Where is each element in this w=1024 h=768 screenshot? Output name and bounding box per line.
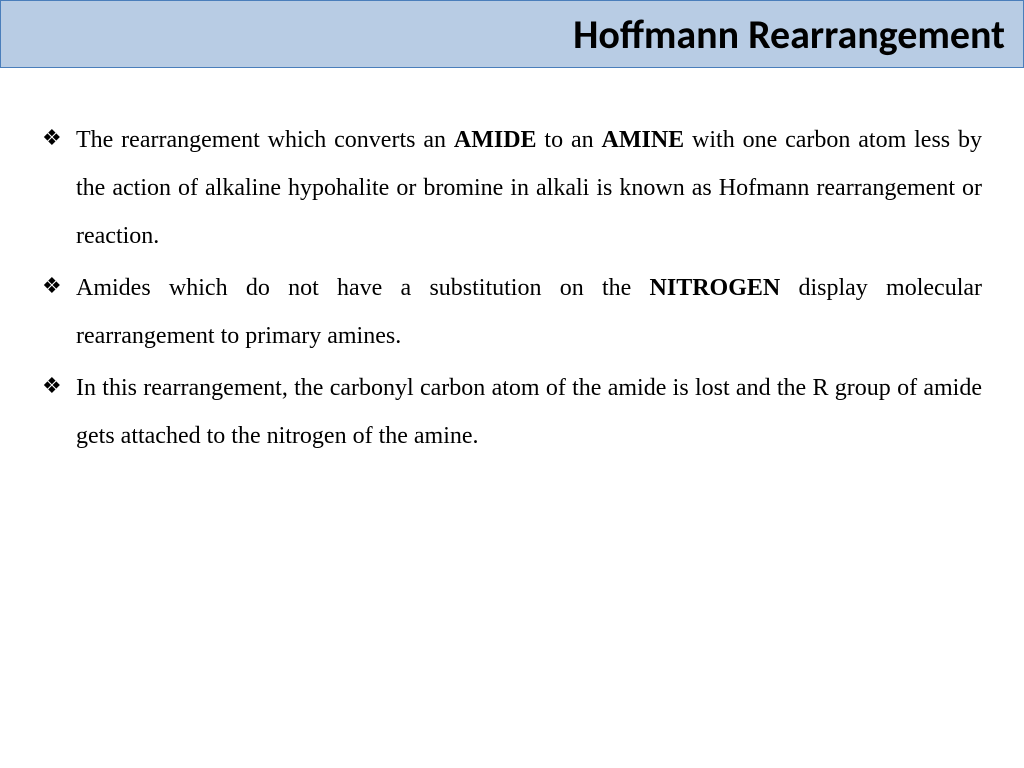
slide-content: The rearrangement which converts an AMID… xyxy=(0,68,1024,460)
slide-title: Hoffmann Rearrangement xyxy=(573,10,1005,59)
bullet-list: The rearrangement which converts an AMID… xyxy=(42,116,982,460)
bullet-item: In this rearrangement, the carbonyl carb… xyxy=(42,364,982,460)
bullet-item: The rearrangement which converts an AMID… xyxy=(42,116,982,260)
slide-header: Hoffmann Rearrangement xyxy=(0,0,1024,68)
bullet-item: Amides which do not have a substitution … xyxy=(42,264,982,360)
